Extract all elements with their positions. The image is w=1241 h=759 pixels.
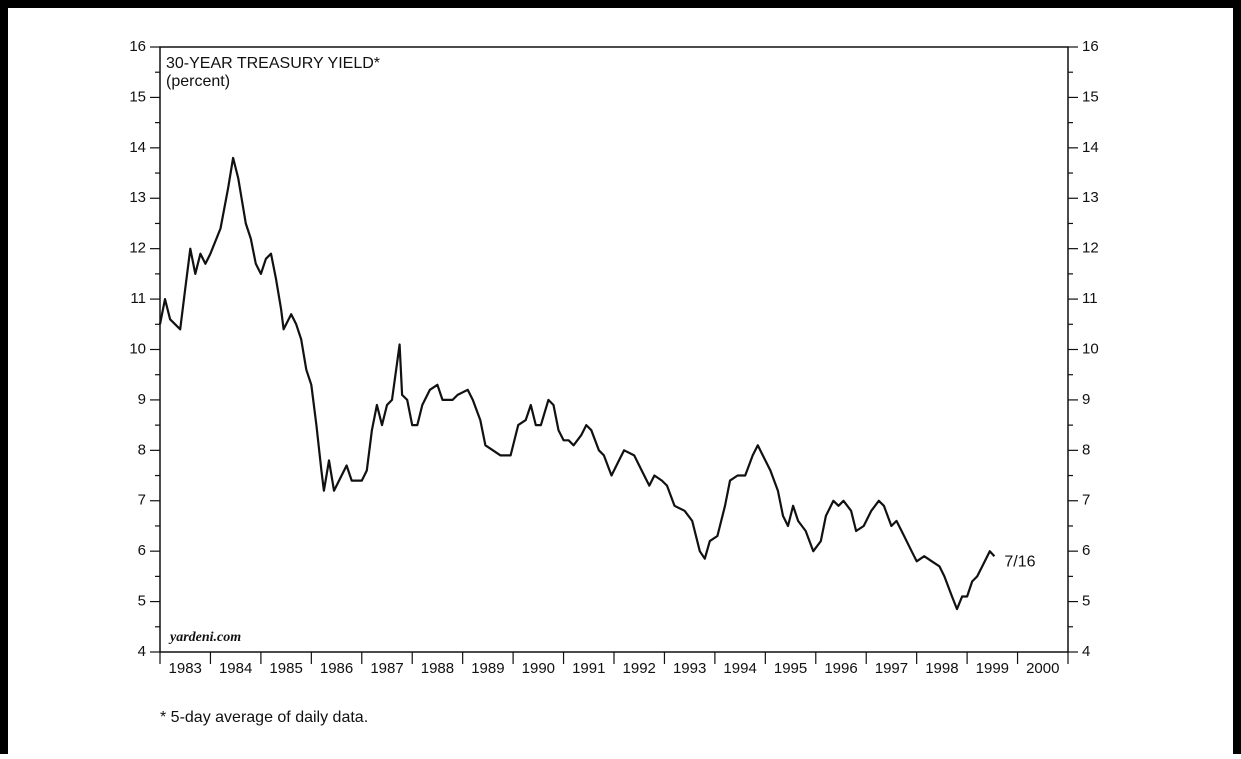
y2-tick-label: 15 <box>1082 88 1099 105</box>
x-tick-label: 1986 <box>320 660 353 677</box>
x-tick-label: 1985 <box>269 660 302 677</box>
y2-tick-label: 8 <box>1082 441 1090 458</box>
y2-tick-label: 13 <box>1082 189 1099 206</box>
x-tick-label: 1993 <box>673 660 706 677</box>
x-tick-label: 1990 <box>522 660 555 677</box>
x-tick-label: 1991 <box>572 660 605 677</box>
y-tick-label: 8 <box>138 441 146 458</box>
source: yardeni.com <box>168 630 241 645</box>
y2-tick-label: 11 <box>1082 290 1098 307</box>
y2-tick-label: 10 <box>1082 340 1099 357</box>
y-tick-label: 11 <box>130 290 146 307</box>
x-tick-label: 1987 <box>370 660 403 677</box>
x-tick-label: 1988 <box>421 660 454 677</box>
y-tick-label: 6 <box>138 542 146 559</box>
y-tick-label: 10 <box>129 340 146 357</box>
y2-tick-label: 14 <box>1082 139 1099 156</box>
y-tick-label: 7 <box>138 492 146 509</box>
y-tick-label: 13 <box>129 189 146 206</box>
yield-line <box>158 156 996 611</box>
y2-tick-label: 9 <box>1082 391 1090 408</box>
y-tick-label: 4 <box>138 643 146 660</box>
y-tick-label: 14 <box>129 139 146 156</box>
x-tick-label: 1983 <box>169 660 202 677</box>
y2-tick-label: 5 <box>1082 593 1090 610</box>
chart-title: 30-YEAR TREASURY YIELD* <box>166 55 380 72</box>
x-tick-label: 1984 <box>219 660 252 677</box>
footnote: * 5-day average of daily data. <box>160 709 368 726</box>
y-tick-label: 9 <box>138 391 146 408</box>
y2-tick-label: 16 <box>1082 38 1099 55</box>
y2-tick-label: 6 <box>1082 542 1090 559</box>
chart-subtitle: (percent) <box>166 73 230 90</box>
y-tick-label: 12 <box>129 240 146 257</box>
x-tick-label: 1989 <box>471 660 504 677</box>
x-tick-label: 1994 <box>723 660 756 677</box>
y-tick-label: 15 <box>129 88 146 105</box>
y2-tick-label: 7 <box>1082 492 1090 509</box>
x-tick-label: 1998 <box>925 660 958 677</box>
x-tick-label: 1995 <box>774 660 807 677</box>
y2-tick-label: 12 <box>1082 240 1099 257</box>
y2-tick-label: 4 <box>1082 643 1090 660</box>
x-tick-label: 1997 <box>875 660 908 677</box>
x-tick-label: 2000 <box>1026 660 1059 677</box>
end-annotation: 7/16 <box>1004 553 1035 570</box>
x-tick-label: 1996 <box>824 660 857 677</box>
y-tick-label: 5 <box>138 593 146 610</box>
x-tick-label: 1999 <box>976 660 1009 677</box>
x-tick-label: 1992 <box>623 660 656 677</box>
y-tick-label: 16 <box>129 38 146 55</box>
